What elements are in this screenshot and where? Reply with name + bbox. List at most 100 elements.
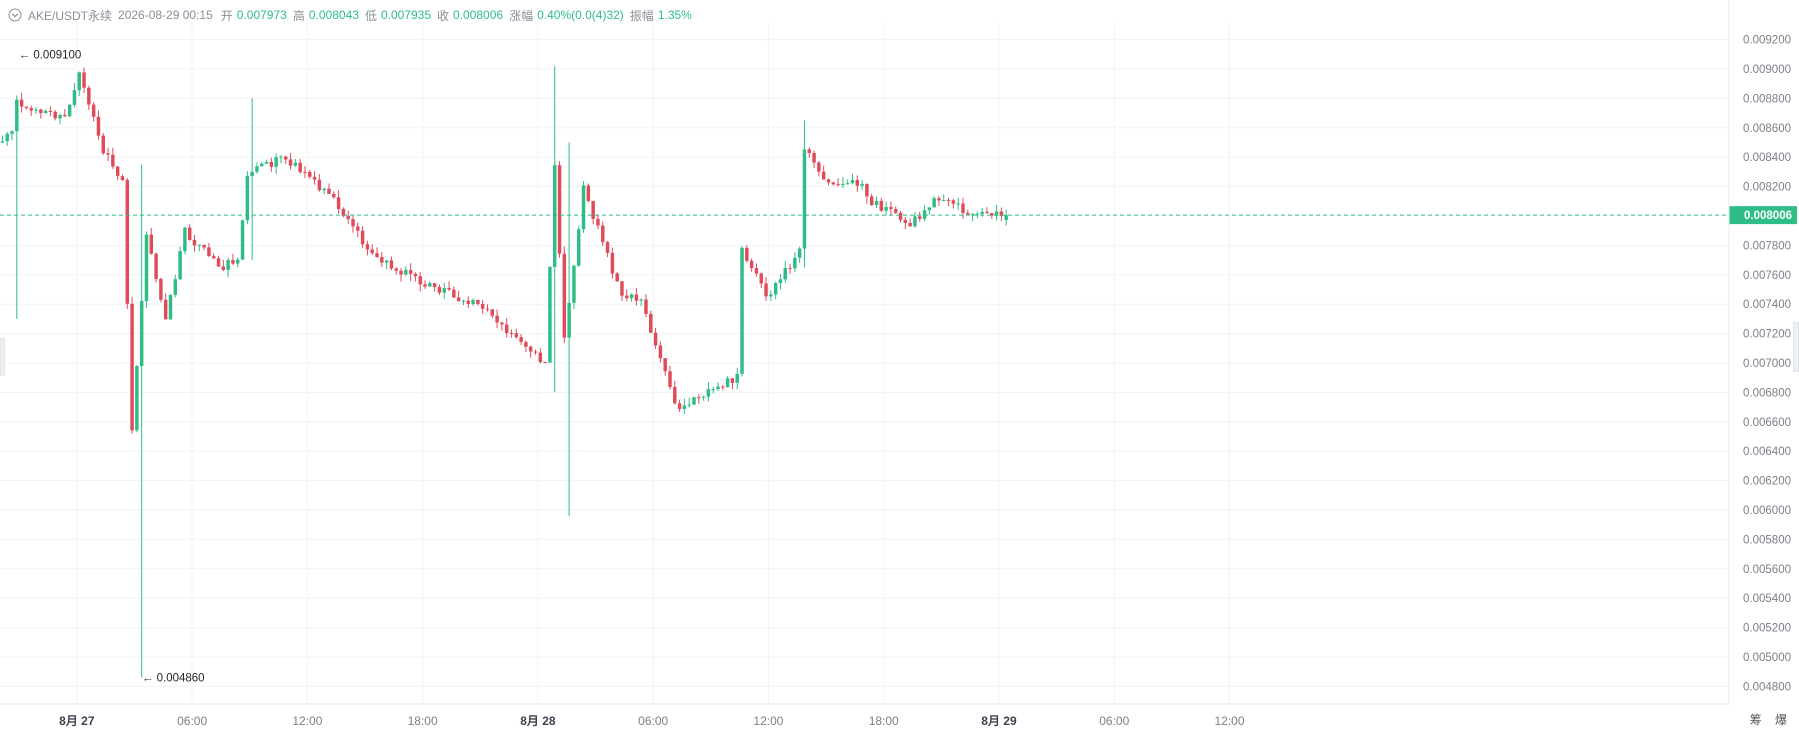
candle-down (918, 216, 922, 219)
low-label: 低 (364, 8, 377, 23)
candle-up (975, 213, 980, 215)
candle-down (48, 110, 53, 112)
close-label: 收 (437, 8, 450, 23)
candle-down (634, 294, 639, 301)
candle-up (293, 162, 298, 166)
candle-up (913, 216, 917, 227)
y-tick-label: 0.007600 (1743, 270, 1791, 282)
candle-down (543, 362, 547, 364)
candle-down (668, 371, 672, 387)
candle-up (850, 180, 855, 184)
candle-down (452, 289, 456, 298)
candle-up (1004, 215, 1008, 220)
candle-down (106, 153, 110, 155)
candle-down (130, 303, 134, 431)
candle-down (538, 352, 543, 363)
y-tick-label: 0.007000 (1743, 358, 1791, 370)
candle-down (476, 299, 480, 304)
candle-down (514, 333, 519, 338)
candle-down (480, 303, 485, 309)
candle-down (408, 270, 413, 274)
candle-down (999, 211, 1004, 216)
high-label: 高 (292, 8, 305, 23)
y-tick-label: 0.008200 (1743, 182, 1791, 194)
candle-down (154, 253, 158, 279)
candle-up (384, 260, 389, 263)
candle-down (432, 283, 437, 288)
y-tick-label: 0.005200 (1743, 623, 1791, 635)
candle-up (67, 104, 72, 117)
candle-down (437, 287, 442, 293)
candle-up (841, 183, 845, 186)
candle-down (332, 193, 336, 198)
candle-up (0, 141, 5, 143)
candle-up (682, 405, 687, 409)
candle-up (15, 99, 19, 132)
candle-up (942, 200, 946, 202)
candle-down (202, 244, 206, 248)
candle-down (745, 247, 749, 261)
candle-down (625, 295, 629, 299)
right-scale-handle[interactable] (1793, 322, 1799, 372)
close-value: 0.008006 (453, 8, 504, 22)
candle-up (5, 133, 9, 142)
candle-up (240, 220, 245, 260)
extreme-price-annotation: ← 0.004860 (142, 673, 205, 685)
candle-up (279, 156, 283, 158)
candle-down (697, 397, 701, 399)
y-tick-label: 0.009200 (1743, 35, 1791, 47)
candle-up (77, 72, 81, 91)
chip-distribution-icon[interactable]: 筹 (1749, 713, 1762, 727)
annotation-layer: 0.008006 ← 0.009100 ← 0.004860 (0, 49, 1797, 685)
x-tick-label: 06:00 (1099, 714, 1129, 728)
candle-up (860, 183, 864, 186)
candle-up (927, 207, 932, 211)
candle-down (764, 283, 768, 297)
candle-down (586, 185, 591, 201)
footer-tools: 筹 爆 (1740, 711, 1787, 728)
candle-down (231, 260, 235, 264)
candle-down (91, 104, 96, 117)
candle-down (149, 234, 154, 254)
y-tick-label: 0.006200 (1743, 476, 1791, 488)
candle-down (504, 324, 509, 334)
candle-up (72, 90, 77, 105)
candle-down (865, 183, 869, 197)
x-tick-label: 8月 29 (981, 714, 1017, 728)
y-tick-label: 0.008600 (1743, 123, 1791, 135)
y-tick-label: 0.007400 (1743, 299, 1791, 311)
candle-down (399, 270, 403, 275)
candle-up (428, 283, 432, 287)
candle-up (250, 171, 254, 177)
candle-down (620, 281, 624, 296)
x-tick-label: 12:00 (292, 714, 322, 728)
candle-down (351, 219, 355, 227)
candle-down (490, 309, 495, 316)
candle-down (356, 226, 360, 231)
change-value: 0.40%(0.0(4)32) (537, 8, 624, 22)
candle-up (471, 299, 475, 304)
candle-down (423, 284, 427, 287)
candle-down (951, 200, 956, 204)
y-tick-label: 0.006400 (1743, 446, 1791, 458)
candle-up (139, 301, 144, 367)
candle-up (629, 294, 634, 299)
candle-down (298, 162, 302, 172)
collapse-chevron-icon[interactable] (8, 8, 22, 22)
liquidation-icon[interactable]: 爆 (1774, 713, 1787, 727)
extreme-price-annotation: ← 0.009100 (19, 49, 82, 61)
amplitude-value: 1.35% (657, 8, 692, 22)
candle-down (39, 109, 43, 114)
symbol-label[interactable]: AKE/USDT永续 (28, 8, 113, 23)
candle-down (869, 196, 874, 206)
candle-down (500, 322, 504, 325)
candle-up (716, 386, 720, 390)
candle-up (34, 109, 38, 111)
candle-up (260, 163, 264, 167)
candle-down (649, 313, 653, 333)
left-resize-handle[interactable] (0, 338, 5, 376)
candle-up (226, 260, 230, 270)
candle-down (898, 212, 903, 220)
